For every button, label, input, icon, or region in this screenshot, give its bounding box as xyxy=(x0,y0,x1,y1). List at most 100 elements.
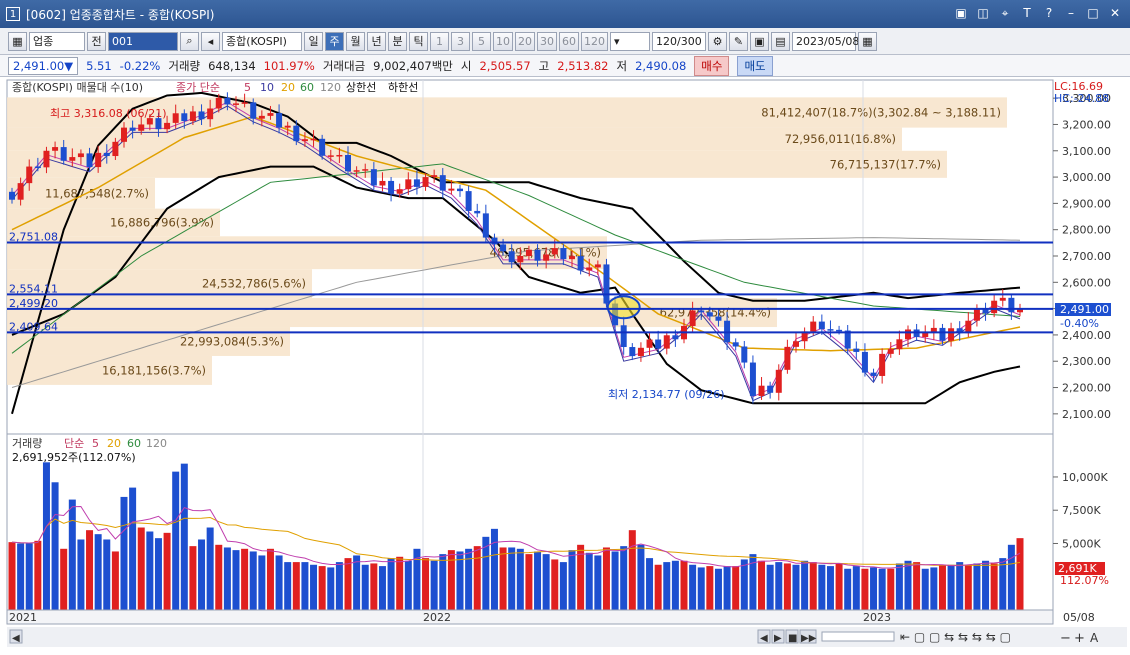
interval-3[interactable]: 3 xyxy=(451,31,470,51)
amount-label: 거래대금 xyxy=(322,58,366,73)
price-tick-label: 2,800.00 xyxy=(1062,224,1111,237)
volume-bar xyxy=(568,550,576,610)
interval-select[interactable]: ▾ xyxy=(610,31,650,51)
candle-body xyxy=(103,152,110,157)
candle-body xyxy=(353,170,360,172)
period-day[interactable]: 일 xyxy=(304,31,323,51)
settings-icon[interactable]: ⚙ xyxy=(708,31,727,51)
calendar-icon[interactable]: ▦ xyxy=(858,31,877,51)
volume-bar xyxy=(887,568,895,610)
search-icon[interactable]: ⌕ xyxy=(180,31,199,51)
period-month[interactable]: 월 xyxy=(346,31,365,51)
volume-profile-bar xyxy=(7,127,902,151)
candle-body xyxy=(396,189,403,194)
price-tick-label: 3,200.00 xyxy=(1062,118,1111,131)
volume-bar xyxy=(516,548,524,610)
scroll-left-button[interactable] xyxy=(9,629,23,644)
tool-icon[interactable]: ✎ xyxy=(729,31,748,51)
candle-body xyxy=(930,327,937,333)
market-select[interactable]: 업종 xyxy=(29,31,85,51)
period-minute[interactable]: 분 xyxy=(388,31,407,51)
scroll-track[interactable] xyxy=(821,631,895,642)
period-week[interactable]: 주 xyxy=(325,31,344,51)
text-icon[interactable]: T xyxy=(1023,6,1031,20)
candle-body xyxy=(861,351,868,373)
volume-current-tag-text: 2,691K xyxy=(1058,562,1097,575)
volume-bar xyxy=(215,544,223,610)
candle-body xyxy=(999,297,1006,301)
interval-5[interactable]: 5 xyxy=(472,31,491,51)
print-icon[interactable]: ▤ xyxy=(771,31,790,51)
minimize-icon[interactable]: – xyxy=(1068,6,1074,20)
volume-bar xyxy=(646,558,654,610)
candle-body xyxy=(86,153,93,168)
interval-30[interactable]: 30 xyxy=(537,31,557,51)
stop-button[interactable] xyxy=(785,629,799,644)
period-tick[interactable]: 틱 xyxy=(409,31,428,51)
interval-120[interactable]: 120 xyxy=(581,31,608,51)
sound-icon[interactable]: ◂ xyxy=(201,31,220,51)
count-field[interactable]: 120/300 xyxy=(652,31,706,51)
legend-lower: 하한선 xyxy=(388,80,418,94)
grid-icon[interactable]: ▦ xyxy=(8,31,27,51)
volume-bar xyxy=(473,546,481,610)
chart-area[interactable]: 81,412,407(18.7%)(3,302.84 ~ 3,188.11) 72… xyxy=(0,77,1130,655)
code-input[interactable]: 001 xyxy=(108,31,178,51)
interval-1[interactable]: 1 xyxy=(430,31,449,51)
interval-20[interactable]: 20 xyxy=(515,31,535,51)
maximize-icon[interactable]: □ xyxy=(1087,6,1099,20)
zoom-out-icon[interactable]: − xyxy=(1060,631,1071,646)
candle-body xyxy=(982,308,989,314)
jeon-button[interactable]: 전 xyxy=(87,31,106,51)
interval-10[interactable]: 10 xyxy=(493,31,513,51)
play-back-button[interactable] xyxy=(757,629,771,644)
buy-button[interactable]: 매수 xyxy=(694,55,730,76)
period-year[interactable]: 년 xyxy=(367,31,386,51)
candle-body xyxy=(956,328,963,334)
candle-body xyxy=(836,329,843,332)
volume-bar xyxy=(861,568,869,610)
candle-body xyxy=(112,141,119,157)
window-buttons: ▣ ◫ ⌖ T ? – □ ✕ xyxy=(954,5,1122,21)
volume-bar xyxy=(198,539,206,610)
volume-bar xyxy=(637,544,645,610)
interval-60[interactable]: 60 xyxy=(559,31,579,51)
candle-body xyxy=(345,154,351,172)
fast-forward-button[interactable] xyxy=(799,629,817,644)
candle-body xyxy=(706,312,713,317)
candle-body xyxy=(801,331,808,342)
help-icon[interactable]: ? xyxy=(1045,6,1053,20)
volume-profile-bar xyxy=(7,355,212,385)
candle-body xyxy=(301,139,308,142)
font-size-icon[interactable]: A xyxy=(1090,631,1099,645)
candle-body xyxy=(69,157,76,161)
lc-label: LC:16.69 xyxy=(1054,80,1103,93)
zoom-in-icon[interactable]: + xyxy=(1074,631,1085,646)
date-field[interactable]: 2023/05/08 xyxy=(792,31,859,51)
candle-body xyxy=(138,124,145,131)
pin-icon[interactable]: ⌖ xyxy=(1001,5,1009,20)
candle-body xyxy=(525,249,532,256)
candle-body xyxy=(215,97,222,109)
candle-body xyxy=(52,147,59,151)
price-chart-svg[interactable]: 81,412,407(18.7%)(3,302.84 ~ 3,188.11) 72… xyxy=(0,77,1130,655)
candle-body xyxy=(129,127,136,131)
volume-bar xyxy=(249,551,257,610)
horizontal-level-label: 2,751.08 xyxy=(9,231,58,244)
restore-icon[interactable]: ◫ xyxy=(977,6,989,20)
price-tick-label: 2,600.00 xyxy=(1062,276,1111,289)
volume-profile-label: 16,886,796(3.9%) xyxy=(110,215,214,229)
volume-bar xyxy=(551,559,559,610)
play-forward-button[interactable] xyxy=(771,629,785,644)
save-icon[interactable]: ▣ xyxy=(750,31,769,51)
volume-bar xyxy=(378,566,386,610)
candle-body xyxy=(233,103,239,105)
volume-bar xyxy=(387,558,395,610)
sell-button[interactable]: 매도 xyxy=(737,55,773,76)
layout-icon[interactable]: ▣ xyxy=(955,6,967,20)
volume-bar xyxy=(835,563,843,610)
volume-bar xyxy=(129,487,137,610)
close-icon[interactable]: ✕ xyxy=(1109,6,1121,20)
volume-label: 거래량 xyxy=(168,58,201,73)
scroll-tool-icons[interactable]: ⇤ ▢ ▢ ⇆ ⇆ ⇆ ⇆ ▢ xyxy=(900,630,1011,644)
